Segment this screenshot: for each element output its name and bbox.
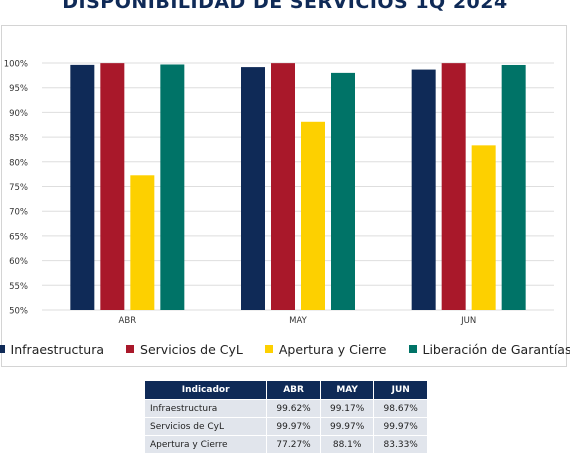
table-cell: Servicios de CyL: [145, 417, 268, 435]
x-tick-label: JUN: [460, 316, 476, 326]
page-title: DISPONIBILIDAD DE SERVICIOS 1Q 2024: [62, 0, 508, 13]
table-cell: 88.1%: [320, 435, 375, 453]
bar: [441, 63, 466, 311]
y-tick-label: 60%: [9, 257, 28, 267]
x-tick-label: ABR: [119, 316, 137, 326]
bar: [271, 63, 295, 311]
data-table: Indicador ABR MAY JUN Infraestructura 99…: [145, 381, 427, 453]
table-cell: 99.97%: [374, 417, 427, 435]
table-cell: 98.67%: [374, 399, 427, 417]
bar: [471, 145, 496, 310]
legend-label: Liberación de Garantías: [422, 341, 570, 357]
y-tick-label: 90%: [9, 109, 28, 119]
table-cell: 99.97%: [267, 417, 321, 435]
table-cell: 99.62%: [267, 399, 321, 417]
legend-label: Servicios de CyL: [140, 341, 243, 357]
table-cell: 99.17%: [320, 399, 375, 417]
y-tick-label: 80%: [9, 158, 28, 168]
legend-label: Apertura y Cierre: [278, 341, 387, 357]
bar: [241, 67, 265, 310]
bar: [130, 175, 155, 310]
table-row: Apertura y Cierre 77.27% 88.1% 83.33%: [145, 435, 427, 453]
x-tick-label: MAY: [289, 316, 307, 326]
table-row: Servicios de CyL 99.97% 99.97% 99.97%: [145, 417, 427, 435]
table-row: Infraestructura 99.62% 99.17% 98.67%: [145, 399, 427, 417]
legend-swatch: [0, 345, 5, 353]
bar-chart: 50% 55% 60% 65% 70% 75% 80% 85% 90% 95% 100% ABR MAY…: [4, 60, 554, 326]
legend-item: Infraestructura: [0, 342, 104, 357]
bar: [70, 64, 95, 310]
table-header-cell: JUN: [374, 381, 427, 399]
y-tick-label: 65%: [9, 232, 28, 242]
bar: [331, 72, 355, 310]
y-tick-label: 55%: [9, 282, 28, 292]
legend-swatch: [126, 345, 135, 353]
bar: [411, 69, 436, 310]
table-cell: Apertura y Cierre: [145, 435, 268, 453]
table-cell: Infraestructura: [145, 399, 268, 417]
legend-label: Infraestructura: [10, 341, 105, 357]
y-tick-label: 70%: [9, 208, 28, 218]
bar: [100, 63, 125, 311]
y-tick-label: 95%: [9, 84, 28, 94]
table-cell: 77.27%: [267, 435, 321, 453]
bar: [160, 64, 185, 310]
table-header-cell: MAY: [320, 381, 375, 399]
legend-swatch: [264, 345, 273, 353]
chart-legend: Infraestructura Servicios de CyL Apertura …: [0, 338, 570, 360]
bar: [501, 64, 526, 310]
legend-item: Servicios de CyL: [126, 342, 243, 357]
table-cell: 83.33%: [374, 435, 427, 453]
y-tick-label: 85%: [9, 134, 28, 144]
chart-container: 50% 55% 60% 65% 70% 75% 80% 85% 90% 95% 100% ABR MAY…: [0, 25, 570, 367]
table-header-cell: ABR: [267, 381, 321, 399]
y-tick-label: 50%: [9, 307, 28, 317]
table-cell: 99.97%: [320, 417, 375, 435]
y-tick-label: 75%: [9, 183, 28, 193]
y-tick-label: 100%: [4, 60, 28, 70]
legend-item: Liberación de Garantías: [408, 341, 570, 357]
table-header-cell: Indicador: [145, 381, 268, 399]
table-header-row: Indicador ABR MAY JUN: [145, 381, 427, 399]
legend-swatch: [408, 345, 417, 353]
bar: [301, 121, 325, 310]
legend-item: Apertura y Cierre: [264, 341, 387, 357]
